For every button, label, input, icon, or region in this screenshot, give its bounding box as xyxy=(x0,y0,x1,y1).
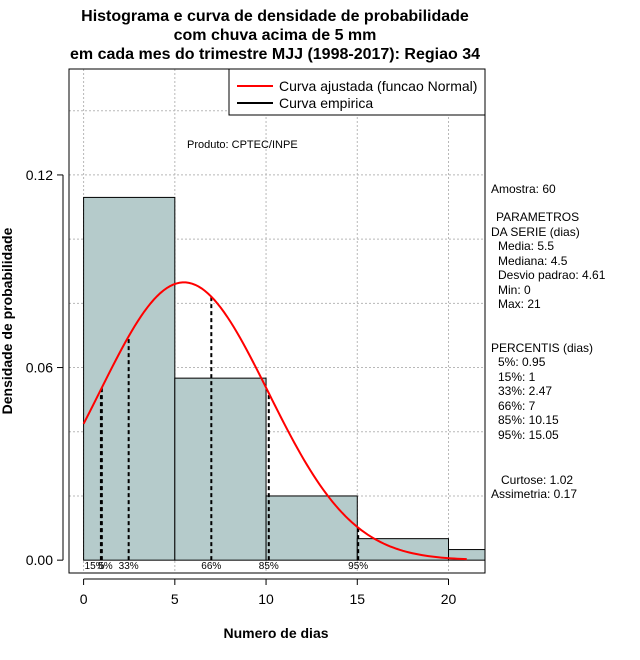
percentile-label-95: 95% xyxy=(348,561,368,572)
stat-max: Max: 21 xyxy=(498,297,541,311)
x-tick-label-0: 0 xyxy=(80,591,88,607)
normal-fit-curve xyxy=(82,281,467,561)
stat-p95: 95%: 15.05 xyxy=(498,428,559,442)
stat-kurtosis: Curtose: 1.02 xyxy=(501,473,573,487)
x-tick-label-1: 5 xyxy=(171,591,179,607)
legend: Curva ajustada (funcao Normal) Curva emp… xyxy=(228,68,486,116)
percentile-lines xyxy=(99,296,360,561)
x-axis-label: Numero de dias xyxy=(223,625,328,641)
stat-skewness: Assimetria: 0.17 xyxy=(491,487,577,501)
y-tick-label-1: 0.06 xyxy=(26,360,53,376)
percentile-label-33: 33% xyxy=(119,561,139,572)
percentile-label-85: 85% xyxy=(259,561,279,572)
histogram-bar-0 xyxy=(83,196,176,561)
x-axis: 0 5 10 15 20 xyxy=(80,578,457,607)
chart-title-line-3: em cada mes do trimestre MJJ (1998-2017)… xyxy=(70,46,480,63)
stat-median: Mediana: 4.5 xyxy=(498,254,568,268)
percentile-label-66: 66% xyxy=(201,561,221,572)
stat-mean: Media: 5.5 xyxy=(498,239,554,253)
params-title-2: DA SERIE (dias) xyxy=(491,225,580,239)
y-axis: 0.00 0.06 0.12 xyxy=(26,167,64,568)
product-annotation: Produto: CPTEC/INPE xyxy=(187,139,298,151)
x-tick-label-4: 20 xyxy=(441,591,457,607)
stat-min: Min: 0 xyxy=(498,283,531,297)
y-tick-label-0: 0.00 xyxy=(26,552,53,568)
y-tick-label-2: 0.12 xyxy=(26,167,53,183)
histogram-bar-1 xyxy=(174,377,267,561)
density-curves xyxy=(82,281,467,561)
stat-p33: 33%: 2.47 xyxy=(498,384,552,398)
percentile-label-15: 15% xyxy=(85,561,105,572)
stat-p5: 5%: 0.95 xyxy=(498,355,546,369)
legend-box xyxy=(228,68,486,116)
percentile-label-5: 5% xyxy=(98,561,113,572)
stat-std: Desvio padrao: 4.61 xyxy=(498,268,606,282)
y-axis-label: Densidade de probabilidade xyxy=(0,227,15,414)
sample-size: Amostra: 60 xyxy=(491,182,556,196)
params-title-1: PARAMETROS xyxy=(496,210,579,224)
stat-p66: 66%: 7 xyxy=(498,399,536,413)
x-tick-label-2: 10 xyxy=(258,591,274,607)
legend-label-normal: Curva ajustada (funcao Normal) xyxy=(279,78,477,94)
chart-title-line-1: Histograma e curva de densidade de proba… xyxy=(81,8,469,25)
stats-panel: Amostra: 60 PARAMETROS DA SERIE (dias) M… xyxy=(491,182,606,501)
histogram-bar-2 xyxy=(265,495,358,561)
histogram-bars xyxy=(83,196,486,561)
stat-p15: 15%: 1 xyxy=(498,370,536,384)
legend-label-empirical: Curva empirica xyxy=(279,95,373,111)
x-tick-label-3: 15 xyxy=(349,591,365,607)
stat-p85: 85%: 10.15 xyxy=(498,413,559,427)
percentile-labels: 15%5% 33% 66% 85% 95% xyxy=(85,561,369,572)
chart-title-line-2: com chuva acima de 5 mm xyxy=(174,27,377,44)
percentiles-title: PERCENTIS (dias) xyxy=(491,341,593,355)
